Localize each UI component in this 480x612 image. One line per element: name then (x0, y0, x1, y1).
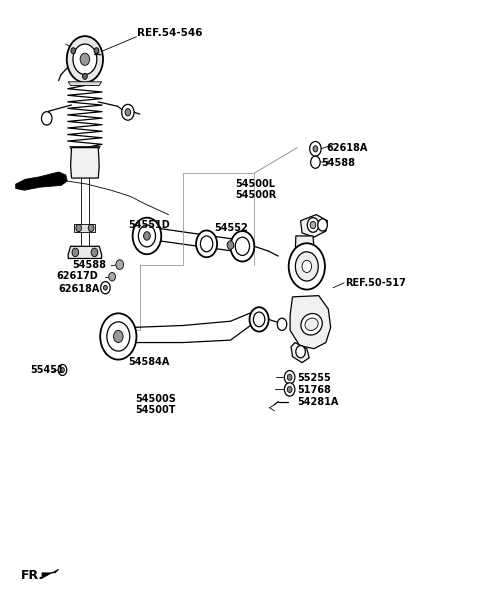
Circle shape (125, 108, 131, 116)
Circle shape (121, 105, 134, 120)
Circle shape (100, 313, 136, 360)
Text: 54551D: 54551D (128, 220, 169, 230)
Circle shape (288, 243, 325, 289)
Circle shape (60, 368, 64, 373)
Circle shape (295, 252, 318, 281)
Text: 55451: 55451 (30, 365, 64, 375)
Polygon shape (290, 296, 331, 349)
Circle shape (277, 318, 287, 330)
Circle shape (284, 371, 295, 384)
Circle shape (250, 307, 269, 332)
Circle shape (71, 48, 76, 54)
Circle shape (72, 248, 79, 256)
Circle shape (200, 236, 213, 252)
Text: 55255: 55255 (297, 373, 331, 383)
Circle shape (296, 346, 305, 358)
Circle shape (132, 218, 161, 254)
Text: FR.: FR. (21, 569, 44, 582)
Text: 54500L: 54500L (235, 179, 275, 189)
Circle shape (88, 225, 94, 232)
Text: 54500R: 54500R (235, 190, 276, 200)
Circle shape (138, 225, 156, 247)
Circle shape (287, 374, 292, 380)
Circle shape (41, 111, 52, 125)
Circle shape (302, 260, 312, 272)
Circle shape (310, 141, 321, 156)
Polygon shape (42, 569, 59, 578)
Polygon shape (70, 146, 100, 150)
Circle shape (310, 222, 316, 229)
Polygon shape (300, 215, 327, 237)
Circle shape (253, 312, 265, 327)
Circle shape (91, 248, 98, 256)
Text: 54500T: 54500T (135, 405, 176, 414)
Polygon shape (68, 246, 102, 258)
Text: 54281A: 54281A (297, 397, 339, 406)
Text: 54588: 54588 (321, 158, 355, 168)
Polygon shape (295, 236, 315, 282)
Circle shape (196, 231, 217, 257)
Ellipse shape (301, 313, 322, 335)
Circle shape (116, 259, 123, 269)
Polygon shape (74, 224, 96, 232)
Text: 62618A: 62618A (59, 284, 100, 294)
Text: REF.50-517: REF.50-517 (345, 278, 406, 288)
Circle shape (104, 285, 108, 290)
Text: 54588: 54588 (72, 260, 106, 270)
Polygon shape (68, 82, 102, 86)
Circle shape (313, 146, 318, 152)
Circle shape (284, 382, 295, 396)
Text: 62617D: 62617D (56, 271, 98, 281)
Circle shape (235, 237, 250, 255)
Polygon shape (291, 343, 309, 363)
Circle shape (58, 365, 67, 375)
Circle shape (114, 330, 123, 343)
Text: 54552: 54552 (214, 223, 248, 233)
Text: 54584A: 54584A (128, 357, 169, 367)
Text: 62618A: 62618A (326, 143, 367, 152)
Circle shape (318, 219, 327, 231)
Ellipse shape (305, 318, 318, 330)
Circle shape (73, 44, 97, 75)
Circle shape (83, 73, 87, 80)
Circle shape (311, 156, 320, 168)
Text: 51768: 51768 (297, 385, 331, 395)
Circle shape (230, 231, 254, 261)
Circle shape (107, 322, 130, 351)
Circle shape (76, 225, 82, 232)
Polygon shape (16, 172, 67, 190)
Circle shape (227, 241, 234, 249)
Circle shape (94, 48, 99, 54)
Text: 54500S: 54500S (135, 394, 176, 403)
Circle shape (109, 272, 116, 281)
Circle shape (101, 282, 110, 294)
Circle shape (80, 53, 90, 65)
Circle shape (307, 218, 319, 233)
Polygon shape (71, 147, 99, 178)
Circle shape (287, 386, 292, 392)
Circle shape (67, 36, 103, 83)
Text: REF.54-546: REF.54-546 (137, 28, 203, 38)
Circle shape (144, 232, 150, 240)
